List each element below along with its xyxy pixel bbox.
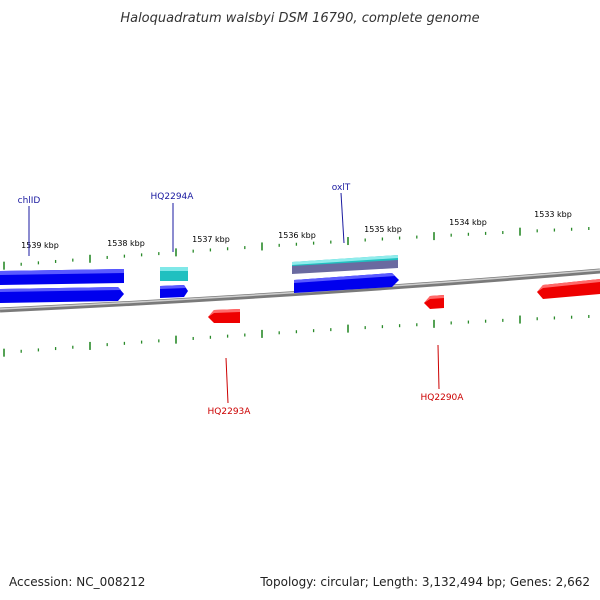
tick-label-1534: 1534 kbp (449, 218, 487, 227)
tick-label-1535: 1535 kbp (364, 225, 402, 234)
tick-label-1537: 1537 kbp (192, 235, 230, 244)
tick-label-1533: 1533 kbp (534, 210, 572, 219)
reverse-genes (208, 279, 600, 323)
forward-genes (0, 255, 399, 303)
tick-label-1538: 1538 kbp (107, 239, 145, 248)
gene-block-highlight (0, 269, 124, 275)
inner-tick-ring (3, 314, 590, 357)
gene-arrow[interactable] (294, 273, 399, 293)
gene-label-chlid[interactable]: chlID (18, 196, 41, 206)
genome-summary-text: Topology: circular; Length: 3,132,494 bp… (259, 575, 590, 589)
page-title: Haloquadratum walsbyi DSM 16790, complet… (120, 11, 479, 26)
gene-label-hq2293a[interactable]: HQ2293A (208, 407, 252, 417)
accession-text: Accession: NC_008212 (9, 575, 145, 589)
leader-line (437, 344, 440, 390)
misc-gene-block[interactable] (292, 260, 398, 274)
leader-line (340, 192, 345, 244)
gene-arrow-highlight (424, 295, 444, 303)
gene-label-oxlt[interactable]: oxlT (332, 183, 351, 193)
gene-arrow-highlight (208, 309, 240, 317)
gene-label-hq2290a[interactable]: HQ2290A (421, 393, 465, 403)
tick-label-1539: 1539 kbp (21, 241, 59, 250)
gene-arrow-highlight (294, 273, 395, 283)
rna-gene-highlight (292, 255, 398, 265)
scale-labels: 1539 kbp 1538 kbp 1537 kbp 1536 kbp 1535… (21, 210, 572, 250)
gene-arrow-highlight (0, 287, 121, 292)
outer-tick-ring (3, 226, 590, 270)
gene-arrow-highlight (160, 285, 186, 289)
gene-labels: chlID HQ2294A oxlT HQ2293A HQ2290A (18, 183, 465, 417)
gene-label-hq2294a[interactable]: HQ2294A (151, 192, 195, 202)
gene-arrow-highlight (537, 279, 600, 292)
leader-line (225, 357, 229, 404)
tick-label-1536: 1536 kbp (278, 231, 316, 240)
rna-gene-highlight (160, 267, 188, 271)
